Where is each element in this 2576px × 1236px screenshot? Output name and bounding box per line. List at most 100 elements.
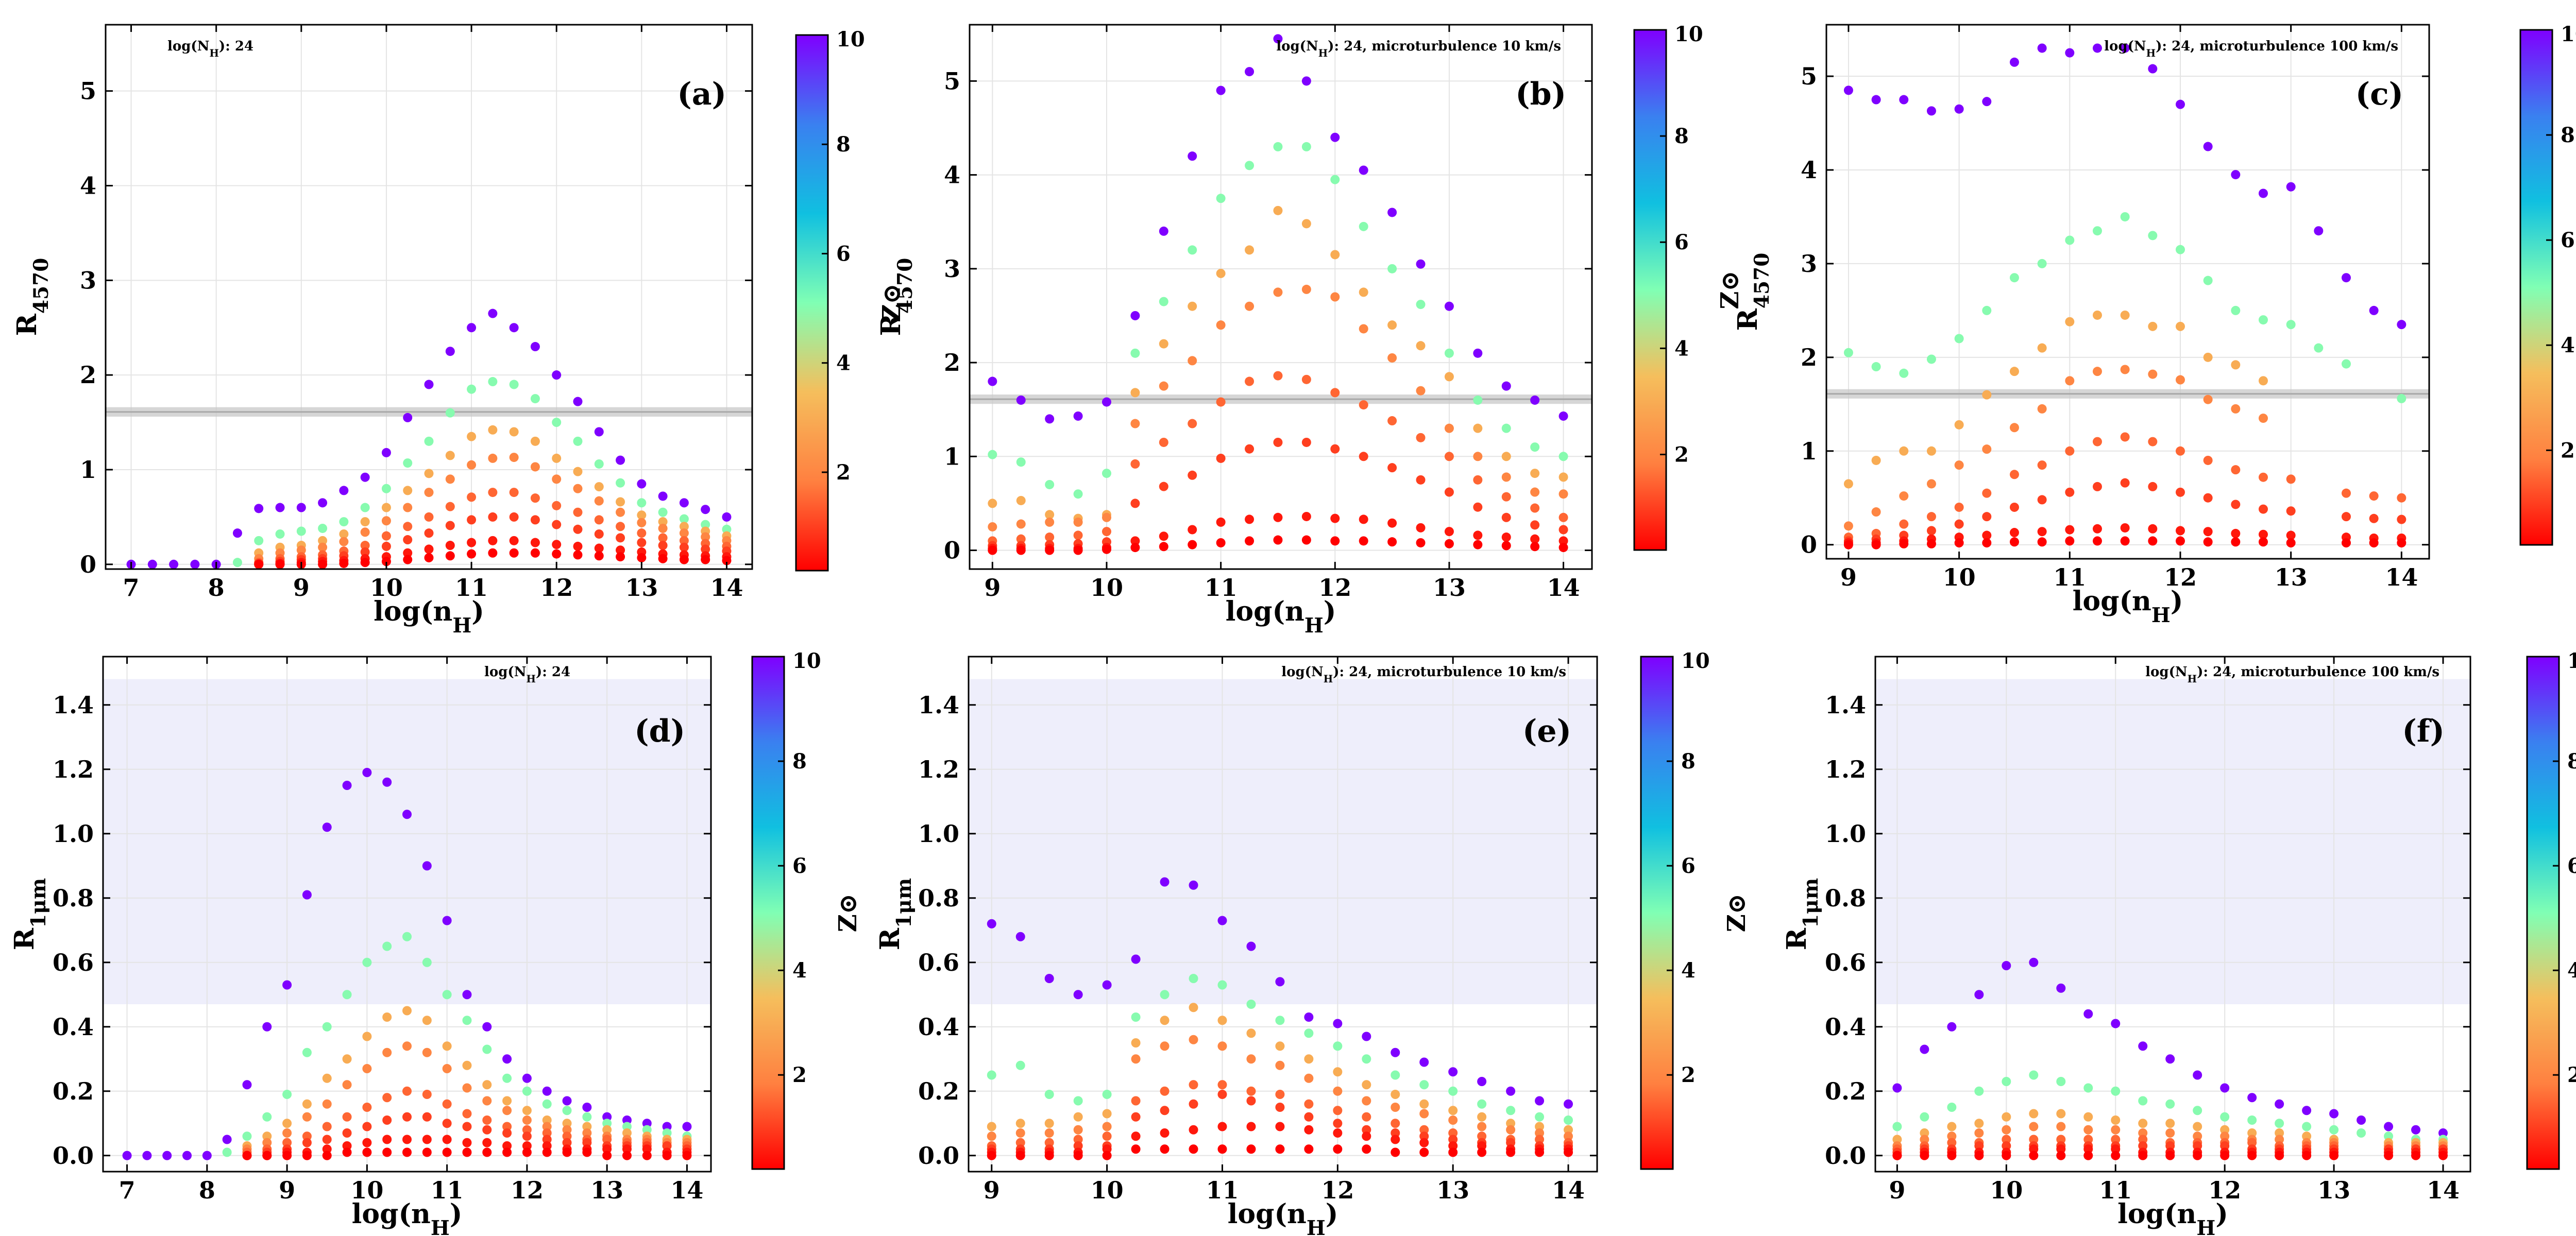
data-point	[339, 517, 349, 527]
data-point	[2357, 1128, 2366, 1138]
panel-label: (e)	[1522, 713, 1571, 749]
y-tick-label: 5	[80, 77, 96, 105]
data-point	[1448, 1135, 1458, 1144]
data-point	[522, 1125, 532, 1135]
data-point	[2029, 1144, 2039, 1154]
data-point	[1444, 539, 1454, 548]
data-point	[403, 535, 413, 545]
plot-frame	[102, 656, 712, 1173]
data-point	[679, 536, 689, 545]
data-point	[522, 1086, 532, 1096]
data-point	[1073, 1141, 1083, 1151]
data-point	[262, 1138, 272, 1147]
data-point	[2065, 536, 2075, 546]
data-point	[488, 488, 498, 497]
data-point	[275, 559, 285, 569]
data-point	[381, 516, 391, 526]
data-point	[403, 555, 413, 564]
data-point	[1275, 1144, 1285, 1154]
colorbar-tick-label: 8	[2561, 123, 2575, 147]
grid	[969, 657, 1597, 1172]
data-point	[658, 554, 668, 563]
panel-annotation-rest: ): 24, microturbulence 10 km/s	[1333, 664, 1566, 680]
y-axis: 0 1 2 3 4 5	[80, 77, 752, 578]
data-point	[2009, 528, 2019, 538]
data-point	[2231, 360, 2241, 370]
data-point	[1015, 1138, 1025, 1147]
data-point	[573, 484, 583, 493]
data-point	[2258, 376, 2268, 386]
colorbar-tick-label: 4	[1674, 336, 1689, 360]
data-point	[1304, 1099, 1314, 1109]
x-tick-label: 9	[293, 574, 310, 602]
x-axis: 7 8 9 10 11 12 13 14	[123, 25, 743, 602]
y-axis: 0 1 2 3 4 5	[1801, 62, 2429, 559]
y-tick-label: 1.2	[53, 756, 94, 783]
data-point	[302, 1138, 312, 1147]
data-point	[2220, 1112, 2230, 1122]
data-point	[1473, 540, 1483, 550]
data-point	[1045, 414, 1055, 424]
data-point	[2120, 432, 2130, 442]
data-point	[1892, 1122, 1902, 1131]
y-tick-label: 1.2	[918, 756, 959, 783]
data-point	[302, 1112, 312, 1122]
data-point	[2111, 1151, 2121, 1160]
data-point	[637, 553, 647, 562]
data-point	[2083, 1112, 2093, 1122]
colorbar-tick-label: 10	[836, 27, 865, 52]
data-point	[552, 540, 562, 550]
colorbar-tick-label: 6	[836, 242, 851, 266]
data-point	[1448, 1128, 1458, 1138]
data-point	[360, 472, 370, 482]
data-point	[2203, 276, 2213, 285]
y-axis: 0 1 2 3 4 5	[944, 67, 1592, 564]
data-point	[2148, 64, 2158, 74]
data-point	[2092, 536, 2102, 546]
data-point	[1899, 368, 1909, 378]
data-point	[467, 538, 477, 547]
data-point	[679, 542, 689, 552]
data-point	[1245, 444, 1255, 454]
data-point	[2341, 538, 2351, 548]
data-point	[1073, 530, 1083, 540]
data-point	[1564, 1125, 1573, 1135]
data-point	[482, 1147, 492, 1157]
data-point	[1416, 259, 1426, 269]
data-point	[1216, 453, 1226, 463]
y-axis-label-main: R	[1732, 308, 1764, 331]
x-axis: 9 10 11 12 13 14	[1889, 657, 2460, 1204]
series-z-1.5	[988, 371, 1568, 546]
data-point	[1387, 353, 1397, 363]
data-point	[2120, 536, 2130, 546]
data-point	[1359, 324, 1368, 334]
x-tick-label: 13	[2275, 563, 2308, 591]
data-point	[445, 408, 455, 418]
panel-annotation-main: log(N	[167, 39, 209, 54]
data-point	[509, 427, 519, 437]
data-point	[462, 1109, 472, 1119]
data-point	[622, 1115, 632, 1125]
data-point	[1044, 1151, 1054, 1160]
data-point	[1506, 1106, 1516, 1115]
x-tick-label: 8	[199, 1176, 215, 1204]
data-point	[482, 1096, 492, 1106]
data-point	[562, 1106, 572, 1115]
data-point	[467, 432, 477, 441]
colorbar-tick-label: 8	[792, 749, 807, 774]
data-point	[1899, 446, 1909, 456]
colorbar-tick-label: 4	[2561, 333, 2575, 357]
data-point	[1448, 1106, 1458, 1115]
data-point	[2083, 1135, 2093, 1144]
data-point	[2165, 1099, 2175, 1109]
x-axis-label-main: log(n	[352, 1198, 431, 1230]
data-point	[2302, 1122, 2312, 1131]
data-point	[318, 559, 328, 569]
data-point	[142, 1151, 152, 1160]
data-point	[1275, 1060, 1285, 1070]
data-point	[552, 453, 562, 463]
data-point	[2029, 1151, 2039, 1160]
panel-annotation-rest: ): 24, microturbulence 100 km/s	[2156, 39, 2398, 54]
colorbar-tick-label: 6	[2561, 228, 2575, 252]
